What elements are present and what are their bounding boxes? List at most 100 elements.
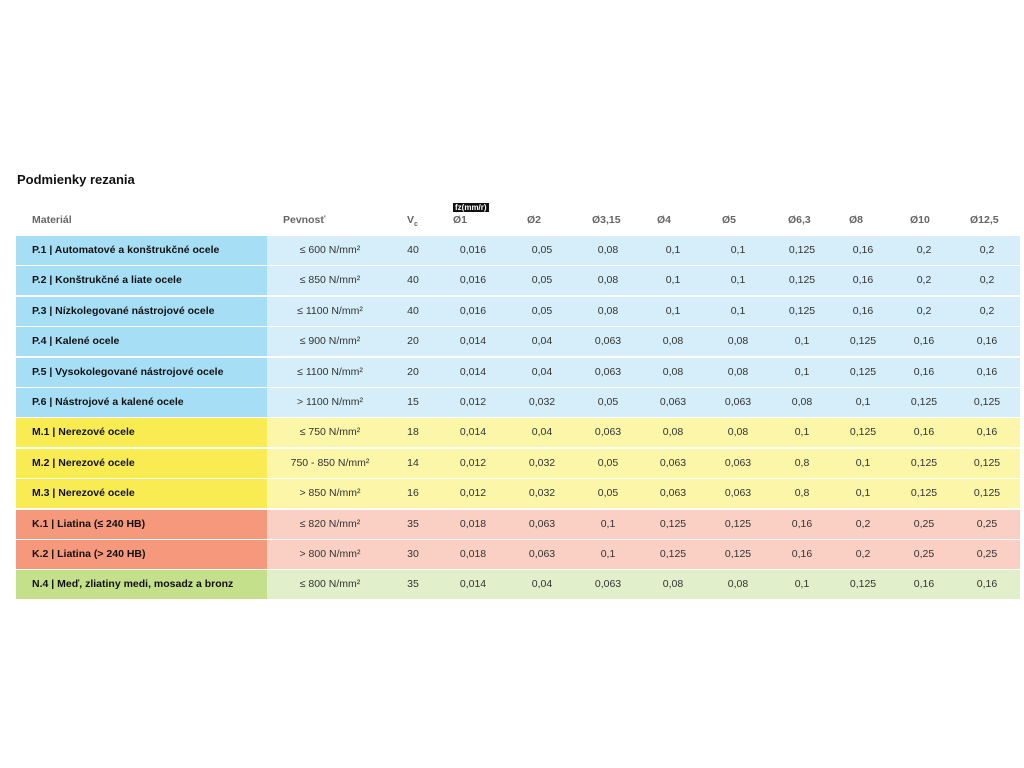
vc: V <box>407 214 415 226</box>
strength-cell: > 800 N/mm² <box>299 548 361 560</box>
fz-cell: 0,014 <box>459 335 487 348</box>
fz-cell: 0,8 <box>794 487 810 500</box>
fz-cell: 0,018 <box>459 548 487 560</box>
strength-cell: ≤ 850 N/mm² <box>299 274 361 287</box>
title: Podmienky rezania <box>17 172 135 187</box>
fz-cell: 0,125 <box>973 456 1001 469</box>
fz-cell: 0,16 <box>913 335 935 348</box>
fz-cell: 0,016 <box>459 274 487 287</box>
header-diameter: Ø5 <box>722 214 737 226</box>
fz-cell: 0,16 <box>913 365 935 378</box>
fz-cell: 0,05 <box>597 396 619 408</box>
fz-cell: 0,063 <box>594 335 622 348</box>
fz-cell: 0,125 <box>788 274 816 287</box>
fz-cell: 0,125 <box>973 396 1001 408</box>
fz-cell: 0,04 <box>531 426 553 439</box>
fz-cell: 0,012 <box>459 396 487 408</box>
fz-label: fz(mm/r) <box>453 203 489 212</box>
header-diameter: Ø12,5 <box>970 214 999 226</box>
material-cell: K.1 | Liatina (≤ 240 HB) <box>16 509 267 539</box>
fz-cell: 0,1 <box>665 274 681 287</box>
material-cell: M.1 | Nerezové ocele <box>16 418 267 448</box>
fz-cell: 0,125 <box>973 487 1001 500</box>
fz-cell: 0,063 <box>594 578 622 591</box>
vc-cell: 40 <box>407 244 419 256</box>
fz-cell: 0,063 <box>594 365 622 378</box>
material-cell: P.6 | Nástrojové a kalené ocele <box>16 388 267 417</box>
strength-cell: 750 - 850 N/mm² <box>290 456 370 469</box>
fz-cell: 0,25 <box>976 517 998 530</box>
fz-cell: 0,125 <box>849 578 877 591</box>
fz-cell: 0,8 <box>794 456 810 469</box>
fz-cell: 0,125 <box>910 487 938 500</box>
fz-cell: 0,1 <box>665 304 681 317</box>
fz-cell: 0,16 <box>791 517 813 530</box>
fz-cell: 0,1 <box>794 365 810 378</box>
fz-cell: 0,16 <box>791 548 813 560</box>
fz-cell: 0,1 <box>730 244 746 256</box>
fz-cell: 0,016 <box>459 244 487 256</box>
vc-cell: 20 <box>407 335 419 348</box>
strength-cell: ≤ 900 N/mm² <box>299 335 361 348</box>
fz-cell: 0,08 <box>662 365 684 378</box>
fz-cell: 0,16 <box>913 578 935 591</box>
header-diameter: Ø2 <box>527 214 542 226</box>
fz-cell: 0,063 <box>528 548 556 560</box>
fz-cell: 0,08 <box>597 274 619 287</box>
strength-cell: ≤ 820 N/mm² <box>299 517 361 530</box>
fz-cell: 0,063 <box>724 487 752 500</box>
vc-cell: 20 <box>407 365 419 378</box>
fz-cell: 0,05 <box>531 304 553 317</box>
fz-cell: 0,16 <box>852 274 874 287</box>
fz-cell: 0,018 <box>459 517 487 530</box>
fz-cell: 0,08 <box>662 578 684 591</box>
fz-cell: 0,16 <box>976 426 998 439</box>
fz-cell: 0,063 <box>594 426 622 439</box>
fz-cell: 0,063 <box>528 517 556 530</box>
vc-cell: 40 <box>407 274 419 287</box>
fz-cell: 0,2 <box>855 517 871 530</box>
fz-cell: 0,2 <box>979 274 995 287</box>
fz-cell: 0,125 <box>788 244 816 256</box>
fz-cell: 0,05 <box>597 487 619 500</box>
strength-cell: ≤ 600 N/mm² <box>299 244 361 256</box>
fz-cell: 0,125 <box>724 517 752 530</box>
fz-cell: 0,1 <box>665 244 681 256</box>
fz-cell: 0,08 <box>597 244 619 256</box>
fz-cell: 0,1 <box>600 517 616 530</box>
fz-cell: 0,032 <box>528 456 556 469</box>
strength-cell: > 850 N/mm² <box>299 487 361 500</box>
fz-cell: 0,05 <box>531 274 553 287</box>
fz-cell: 0,1 <box>855 487 871 500</box>
header-strength: Pevnosť <box>283 214 326 226</box>
fz-cell: 0,2 <box>979 244 995 256</box>
header-diameter: Ø10 <box>910 214 930 226</box>
header-diameter: Ø6,3 <box>788 214 811 226</box>
fz-cell: 0,05 <box>597 456 619 469</box>
fz-cell: 0,063 <box>724 456 752 469</box>
vc-cell: 35 <box>407 578 419 591</box>
material-cell: P.5 | Vysokolegované nástrojové ocele <box>16 357 267 387</box>
fz-cell: 0,1 <box>600 548 616 560</box>
fz-cell: 0,012 <box>459 487 487 500</box>
header-material: Materiál <box>32 214 72 226</box>
vc-cell: 35 <box>407 517 419 530</box>
header-diameter: Ø1 <box>453 214 468 226</box>
fz-cell: 0,125 <box>849 335 877 348</box>
fz-cell: 0,063 <box>659 456 687 469</box>
vc-cell: 16 <box>407 487 419 500</box>
fz-cell: 0,032 <box>528 487 556 500</box>
fz-cell: 0,1 <box>794 335 810 348</box>
fz-cell: 0,08 <box>727 578 749 591</box>
fz-cell: 0,125 <box>788 304 816 317</box>
fz-cell: 0,2 <box>855 548 871 560</box>
fz-cell: 0,125 <box>910 396 938 408</box>
fz-cell: 0,05 <box>531 244 553 256</box>
vc-cell: 14 <box>407 456 419 469</box>
strength-cell: > 1100 N/mm² <box>296 396 364 408</box>
fz-cell: 0,2 <box>916 274 932 287</box>
fz-cell: 0,125 <box>849 365 877 378</box>
fz-cell: 0,1 <box>855 456 871 469</box>
header-diameter: Ø3,15 <box>592 214 621 226</box>
fz-cell: 0,032 <box>528 396 556 408</box>
